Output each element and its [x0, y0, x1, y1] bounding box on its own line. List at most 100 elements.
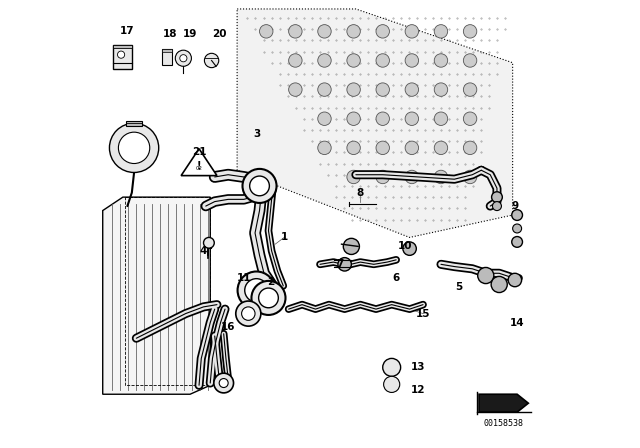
Circle shape — [237, 271, 275, 309]
Circle shape — [219, 379, 228, 388]
Circle shape — [242, 307, 255, 320]
Text: 11: 11 — [237, 273, 251, 283]
Circle shape — [435, 83, 448, 96]
Circle shape — [289, 25, 302, 38]
Circle shape — [347, 112, 360, 125]
Circle shape — [383, 376, 400, 392]
Circle shape — [405, 83, 419, 96]
Circle shape — [118, 132, 150, 164]
Text: !: ! — [196, 161, 202, 171]
Circle shape — [289, 54, 302, 67]
Polygon shape — [181, 149, 217, 176]
Text: 7: 7 — [337, 259, 344, 269]
Circle shape — [236, 301, 261, 326]
Circle shape — [347, 170, 360, 184]
Text: 4: 4 — [200, 246, 207, 256]
Circle shape — [435, 112, 448, 125]
Circle shape — [118, 51, 125, 58]
Circle shape — [463, 83, 477, 96]
Circle shape — [343, 238, 360, 254]
Text: 17: 17 — [120, 26, 134, 36]
Circle shape — [317, 25, 332, 38]
Text: 02: 02 — [196, 166, 202, 171]
Circle shape — [347, 25, 360, 38]
Circle shape — [492, 192, 502, 202]
Text: 13: 13 — [412, 362, 426, 372]
Text: 5: 5 — [455, 282, 463, 292]
Circle shape — [376, 141, 390, 155]
Text: 10: 10 — [398, 241, 412, 251]
Circle shape — [405, 25, 419, 38]
Circle shape — [463, 25, 477, 38]
Circle shape — [512, 210, 522, 220]
Text: 9: 9 — [511, 201, 518, 211]
Circle shape — [405, 141, 419, 155]
Text: 3: 3 — [253, 129, 261, 139]
Text: 00158538: 00158538 — [484, 419, 524, 428]
Bar — [163, 49, 172, 65]
Circle shape — [376, 83, 390, 96]
Circle shape — [383, 358, 401, 376]
Circle shape — [204, 237, 214, 248]
Text: 6: 6 — [392, 273, 400, 283]
Circle shape — [180, 55, 187, 62]
Circle shape — [214, 373, 234, 393]
Circle shape — [250, 176, 269, 196]
Circle shape — [244, 279, 268, 302]
Polygon shape — [237, 9, 513, 237]
Circle shape — [317, 141, 332, 155]
Circle shape — [477, 267, 494, 284]
Circle shape — [435, 141, 448, 155]
Circle shape — [376, 25, 390, 38]
Text: 20: 20 — [212, 29, 227, 39]
Circle shape — [109, 123, 159, 172]
Circle shape — [405, 112, 419, 125]
Circle shape — [317, 112, 332, 125]
Circle shape — [512, 237, 522, 247]
Circle shape — [491, 276, 508, 293]
Circle shape — [252, 281, 285, 315]
Circle shape — [243, 169, 276, 203]
Bar — [163, 49, 172, 52]
Circle shape — [403, 242, 417, 255]
Circle shape — [317, 54, 332, 67]
Circle shape — [493, 202, 502, 211]
Circle shape — [376, 112, 390, 125]
Bar — [127, 121, 141, 126]
Text: 8: 8 — [356, 188, 364, 198]
Circle shape — [317, 83, 332, 96]
Circle shape — [376, 54, 390, 67]
Text: 18: 18 — [163, 29, 177, 39]
Circle shape — [435, 170, 448, 184]
Circle shape — [338, 258, 351, 271]
Bar — [113, 45, 132, 48]
Polygon shape — [479, 394, 529, 412]
Text: 14: 14 — [510, 318, 524, 327]
Circle shape — [347, 83, 360, 96]
Circle shape — [405, 170, 419, 184]
Circle shape — [435, 54, 448, 67]
Polygon shape — [103, 197, 210, 394]
Circle shape — [513, 224, 522, 233]
Circle shape — [463, 170, 477, 184]
Circle shape — [259, 288, 278, 308]
Circle shape — [376, 170, 390, 184]
Text: 21: 21 — [192, 147, 206, 157]
Text: 12: 12 — [412, 385, 426, 395]
Circle shape — [463, 54, 477, 67]
Text: 16: 16 — [221, 322, 236, 332]
Text: 15: 15 — [416, 309, 430, 319]
Text: 1: 1 — [280, 233, 288, 242]
Circle shape — [347, 141, 360, 155]
Circle shape — [260, 25, 273, 38]
Text: 2: 2 — [267, 277, 275, 287]
Circle shape — [204, 53, 219, 68]
Circle shape — [463, 112, 477, 125]
Circle shape — [347, 54, 360, 67]
Circle shape — [463, 141, 477, 155]
Circle shape — [175, 50, 191, 66]
Bar — [113, 45, 132, 69]
Circle shape — [508, 273, 522, 287]
Circle shape — [435, 25, 448, 38]
Text: 19: 19 — [183, 29, 197, 39]
